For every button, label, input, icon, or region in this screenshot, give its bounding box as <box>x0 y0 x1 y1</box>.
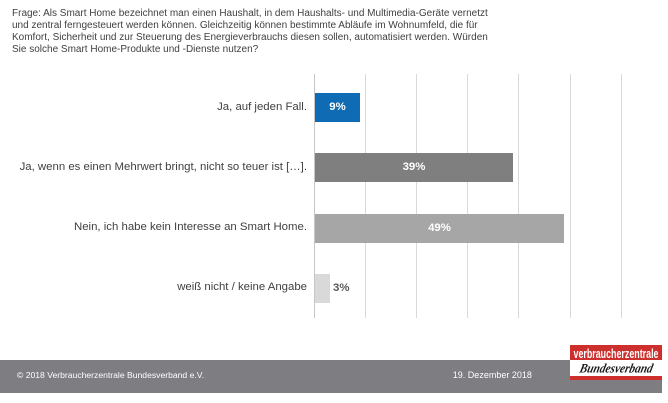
svg-text:verbraucherzentrale: verbraucherzentrale <box>574 346 659 361</box>
svg-text:Bundesverband: Bundesverband <box>577 361 655 376</box>
